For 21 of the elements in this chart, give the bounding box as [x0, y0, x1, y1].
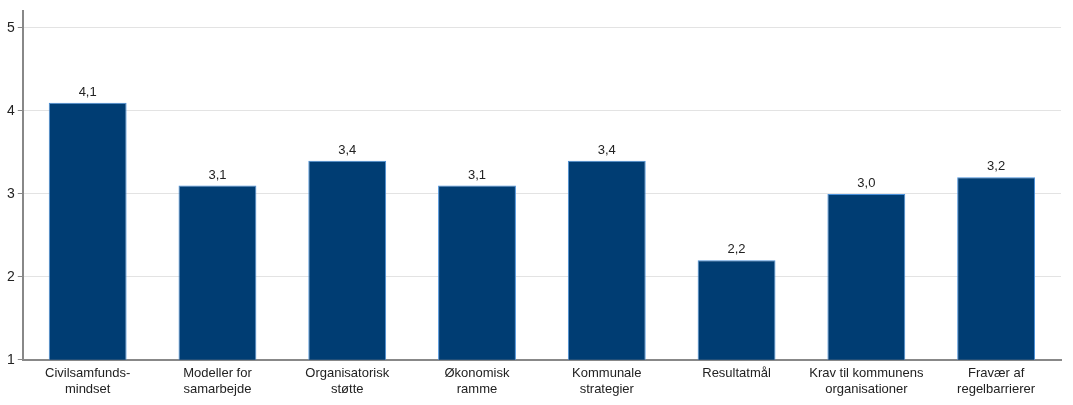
y-tick-label: 4: [6, 101, 15, 118]
x-tick-label: Fravær af regelbarrierer: [957, 365, 1036, 396]
y-tick-label: 2: [6, 267, 15, 284]
y-tick-label: 1: [6, 350, 15, 367]
y-tick-label: 3: [6, 184, 15, 201]
x-tick-label: Krav til kommunens organisationer: [809, 365, 924, 396]
data-label: 3,4: [597, 141, 616, 157]
data-label: 4,1: [78, 83, 97, 99]
x-tick-label: Kommunale strategier: [572, 365, 642, 396]
data-label: 3,0: [857, 174, 876, 190]
x-tick-label: Økonomisk ramme: [444, 365, 511, 396]
x-tick-label: Organisatorisk støtte: [305, 365, 390, 396]
x-tick-label: Civilsamfunds- mindset: [45, 365, 131, 396]
y-tick-label: 5: [6, 18, 15, 35]
data-label: 3,4: [338, 141, 357, 157]
data-label: 2,2: [727, 241, 746, 257]
x-tick-label: Resultatmål: [702, 365, 771, 381]
data-label: 3,1: [208, 166, 227, 182]
data-label: 3,1: [467, 166, 487, 182]
x-tick-label: Modeller for samarbejde: [183, 365, 253, 396]
data-label: 3,2: [987, 158, 1006, 174]
